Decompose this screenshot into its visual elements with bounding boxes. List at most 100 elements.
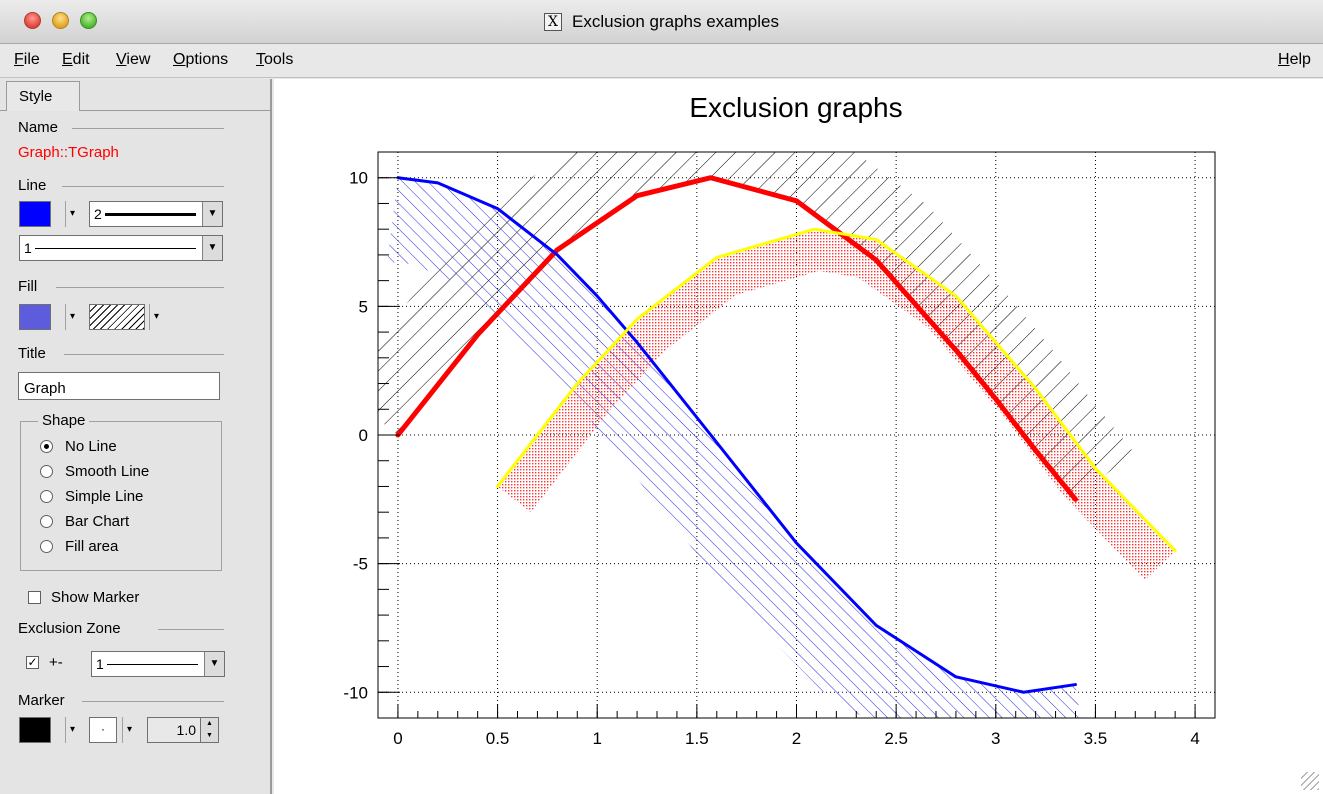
- radio-no-line[interactable]: No Line: [40, 438, 117, 455]
- x-tick-label: 3: [991, 729, 1000, 748]
- line-style-preview: [34, 247, 196, 249]
- maximize-window-button[interactable]: [80, 12, 97, 29]
- line-width-preview: [104, 212, 196, 216]
- resize-grip-icon[interactable]: [1301, 772, 1319, 790]
- series-line: [395, 175, 1078, 502]
- radio-selected-icon[interactable]: [40, 440, 53, 453]
- marker-size-spinner[interactable]: 1.0 ▲ ▼: [147, 717, 219, 743]
- menu-edit[interactable]: Edit: [62, 51, 90, 68]
- line-width-value: 2: [94, 206, 102, 222]
- radio-icon[interactable]: [40, 540, 53, 553]
- menu-help[interactable]: Help: [1278, 51, 1311, 68]
- close-window-button[interactable]: [24, 12, 41, 29]
- line-color-swatch[interactable]: [19, 201, 51, 227]
- series-lines: [395, 175, 1177, 694]
- divider: [64, 354, 224, 355]
- window-titlebar: X Exclusion graphs examples: [0, 0, 1323, 44]
- y-axis: -10 -5 0 5 10: [343, 151, 400, 719]
- y-tick-label: 0: [359, 426, 368, 445]
- style-editor-panel: Style Name Graph::TGraph Line ▾ 2 ▼ 1 ▼ …: [0, 79, 272, 794]
- exclusion-band: [387, 177, 1081, 718]
- radio-simple-line[interactable]: Simple Line: [40, 488, 143, 505]
- y-tick-label: 5: [359, 297, 368, 316]
- menu-bar: File Edit View Options Tools Help: [0, 44, 1323, 78]
- marker-group-label: Marker: [18, 692, 71, 709]
- exclusion-bands: [378, 152, 1176, 718]
- radio-label: Smooth Line: [65, 463, 150, 480]
- fill-pattern-dropdown-button[interactable]: ▾: [149, 304, 163, 330]
- window-title-container: X Exclusion graphs examples: [0, 0, 1323, 44]
- line-style-value: 1: [24, 240, 32, 256]
- marker-style-swatch[interactable]: ·: [89, 717, 117, 743]
- line-style-select[interactable]: 1 ▼: [19, 235, 223, 261]
- menu-view[interactable]: View: [116, 51, 151, 68]
- line-group-label: Line: [18, 177, 53, 194]
- chevron-down-icon[interactable]: ▼: [202, 236, 222, 260]
- spin-down-icon[interactable]: ▼: [201, 730, 218, 742]
- fill-color-dropdown-button[interactable]: ▾: [65, 304, 79, 330]
- minimize-window-button[interactable]: [52, 12, 69, 29]
- chart-title: Exclusion graphs: [689, 92, 902, 123]
- x-tick-label: 2: [792, 729, 801, 748]
- spinner-buttons: ▲ ▼: [201, 717, 219, 743]
- marker-color-swatch[interactable]: [19, 717, 51, 743]
- y-tick-label: -5: [353, 555, 368, 574]
- marker-size-value[interactable]: 1.0: [147, 717, 201, 743]
- radio-label: Simple Line: [65, 488, 144, 505]
- title-input[interactable]: [18, 372, 220, 400]
- show-marker-checkbox[interactable]: Show Marker: [28, 589, 139, 606]
- radio-label: Bar Chart: [65, 513, 130, 530]
- x-tick-label: 3.5: [1084, 729, 1108, 748]
- fill-color-swatch[interactable]: [19, 304, 51, 330]
- menu-file[interactable]: File: [14, 51, 40, 68]
- radio-label: No Line: [65, 438, 117, 455]
- chevron-down-icon[interactable]: ▼: [204, 652, 224, 676]
- chevron-down-icon[interactable]: ▼: [202, 202, 222, 226]
- menu-tools[interactable]: Tools: [256, 51, 294, 68]
- radio-icon[interactable]: [40, 490, 53, 503]
- checkbox-unchecked-icon[interactable]: [28, 591, 41, 604]
- x-tick-label: 0.5: [486, 729, 510, 748]
- radio-icon[interactable]: [40, 465, 53, 478]
- x-tick-label: 0: [393, 729, 402, 748]
- exclusion-band: [378, 152, 1134, 500]
- checkbox-checked-icon[interactable]: ✓: [26, 655, 39, 669]
- line-color-dropdown-button[interactable]: ▾: [65, 201, 79, 227]
- shape-group-label: Shape: [38, 412, 90, 429]
- series-line: [496, 227, 1177, 553]
- spin-up-icon[interactable]: ▲: [201, 718, 218, 730]
- x-tick-label: 2.5: [884, 729, 908, 748]
- name-group-label: Name: [18, 119, 65, 136]
- x-axis: 0 0.5 1 1.5 2 2.5 3 3.5 4: [377, 704, 1216, 748]
- exclusion-graphs-chart: Exclusion graphs 0 0.5 1 1.5 2 2.5 3 3.5 4 -10 -5…: [343, 92, 1216, 748]
- window-title: Exclusion graphs examples: [572, 12, 779, 31]
- exclusion-style-select[interactable]: 1 ▼: [91, 651, 225, 677]
- fill-pattern-swatch[interactable]: [89, 304, 145, 330]
- shape-group-box: [20, 421, 222, 571]
- radio-label: Fill area: [65, 538, 119, 555]
- object-name: Graph::TGraph: [18, 144, 119, 161]
- show-marker-label: Show Marker: [51, 589, 140, 606]
- marker-style-dropdown-button[interactable]: ▾: [122, 717, 136, 743]
- x-tick-label: 1.5: [685, 729, 709, 748]
- x-tick-label: 4: [1190, 729, 1199, 748]
- divider: [62, 186, 224, 187]
- plot-canvas[interactable]: Exclusion graphs 0 0.5 1 1.5 2 2.5 3 3.5 4 -10 -5…: [274, 79, 1323, 794]
- divider: [72, 128, 224, 129]
- title-group-label: Title: [18, 345, 52, 362]
- radio-smooth-line[interactable]: Smooth Line: [40, 463, 149, 480]
- radio-fill-area[interactable]: Fill area: [40, 538, 118, 555]
- series-line: [396, 176, 1077, 694]
- radio-bar-chart[interactable]: Bar Chart: [40, 513, 129, 530]
- exclusion-sign-checkbox[interactable]: ✓ +-: [26, 654, 63, 671]
- exclusion-sign-label: +-: [49, 654, 63, 671]
- x-tick-label: 1: [592, 729, 601, 748]
- menu-options[interactable]: Options: [173, 51, 229, 68]
- radio-icon[interactable]: [40, 515, 53, 528]
- tab-strip: [0, 110, 270, 111]
- tab-style[interactable]: Style: [6, 81, 80, 111]
- marker-color-dropdown-button[interactable]: ▾: [65, 717, 79, 743]
- divider: [82, 701, 224, 702]
- fill-group-label: Fill: [18, 278, 44, 295]
- line-width-select[interactable]: 2 ▼: [89, 201, 223, 227]
